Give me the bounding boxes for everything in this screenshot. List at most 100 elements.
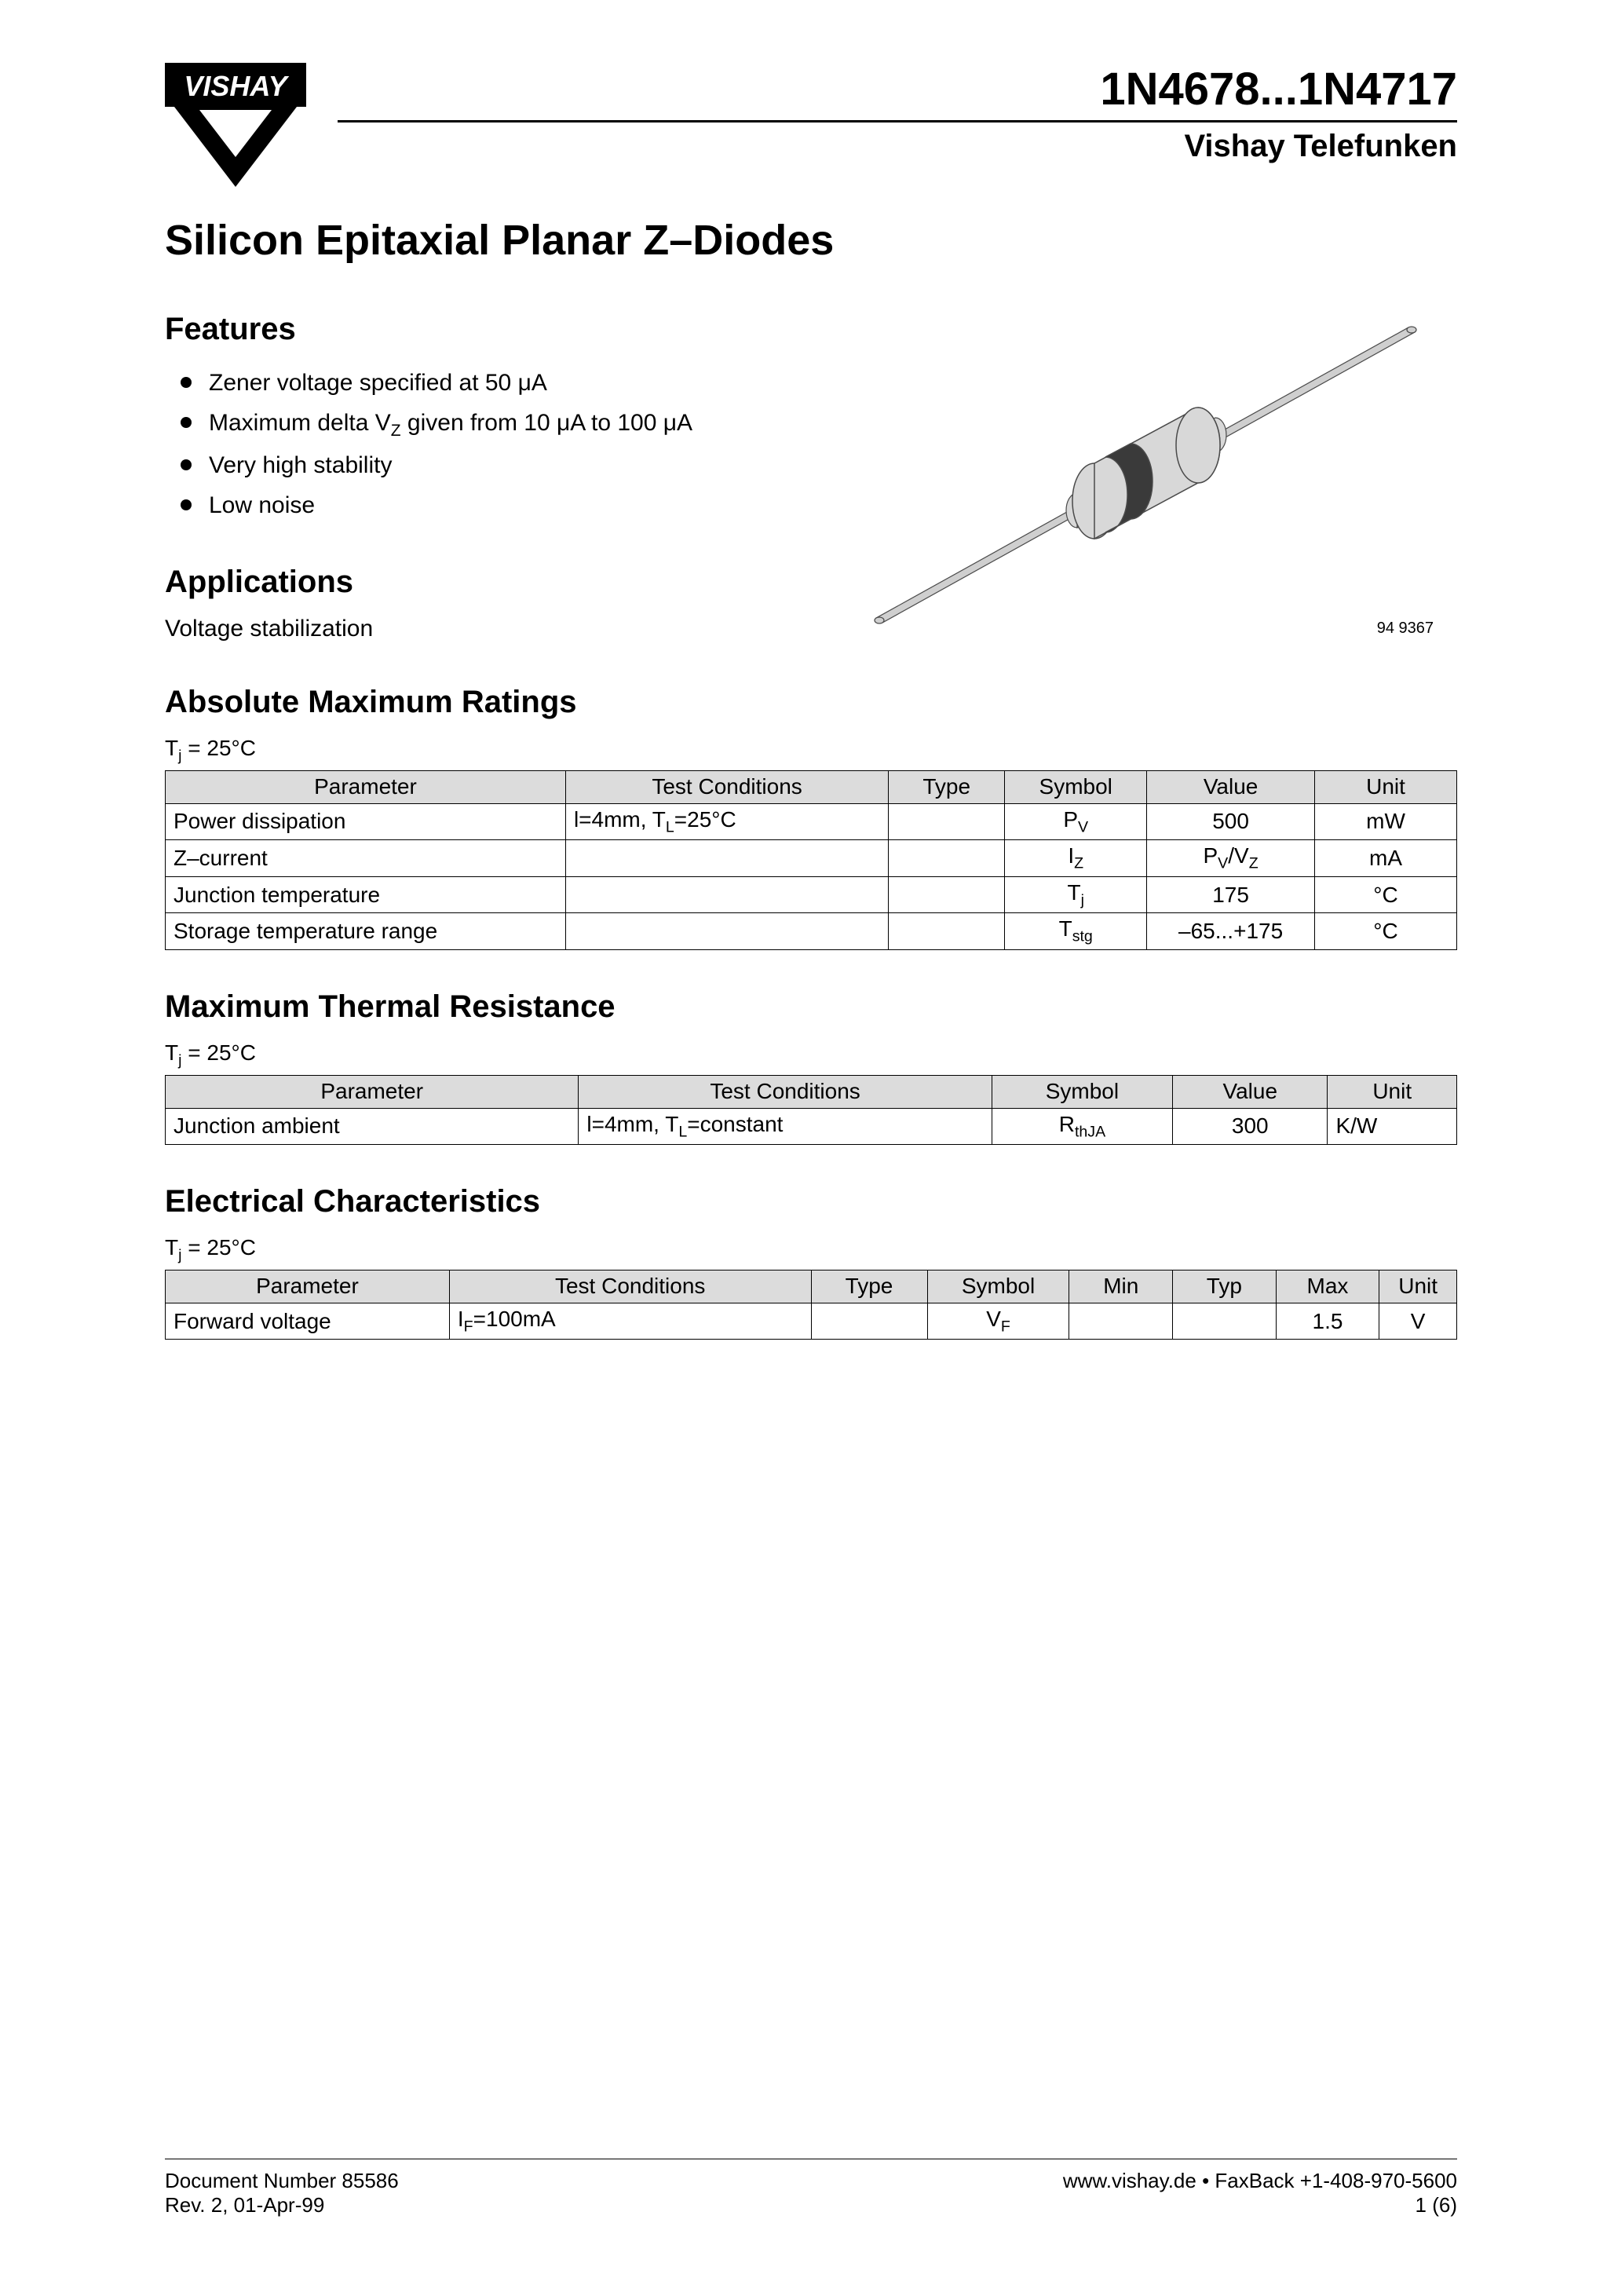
cell: PV [1005,803,1147,840]
col-header: Type [811,1270,927,1303]
features-applications-row: Features Zener voltage specified at 50 μ… [165,312,1457,645]
col-header: Parameter [166,770,566,803]
table-row: Z–current IZ PV/VZ mA [166,840,1457,877]
cell: °C [1315,913,1457,950]
cell: 300 [1173,1108,1328,1145]
col-header: Symbol [992,1075,1172,1108]
feature-text: Zener voltage specified at 50 μA [209,370,547,396]
diode-icon [845,312,1441,642]
cell: Tstg [1005,913,1147,950]
col-header: Value [1147,770,1315,803]
page-title: Silicon Epitaxial Planar Z–Diodes [165,216,1457,265]
features-heading: Features [165,312,813,347]
table-row: Power dissipation l=4mm, TL=25°C PV 500 … [166,803,1457,840]
cell: l=4mm, TL=25°C [565,803,888,840]
col-header: Symbol [927,1270,1069,1303]
cell: PV/VZ [1147,840,1315,877]
cell: Power dissipation [166,803,566,840]
col-header: Value [1173,1075,1328,1108]
elec-heading: Electrical Characteristics [165,1184,1457,1219]
cell: IZ [1005,840,1147,877]
cell: –65...+175 [1147,913,1315,950]
cell: Forward voltage [166,1303,450,1340]
cell [565,876,888,913]
col-header: Unit [1328,1075,1457,1108]
part-number: 1N4678...1N4717 [338,63,1457,122]
cell: V [1379,1303,1457,1340]
abs-max-condition: Tj = 25°C [165,736,1457,766]
feature-item: Maximum delta VZ given from 10 μA to 100… [181,403,813,445]
cell: Z–current [166,840,566,877]
table-header-row: Parameter Test Conditions Type Symbol Mi… [166,1270,1457,1303]
table-row: Junction ambient l=4mm, TL=constant RthJ… [166,1108,1457,1145]
col-header: Max [1276,1270,1379,1303]
col-header: Unit [1315,770,1457,803]
elec-table: Parameter Test Conditions Type Symbol Mi… [165,1270,1457,1340]
col-header: Unit [1379,1270,1457,1303]
footer-left: Document Number 85586 Rev. 2, 01-Apr-99 [165,2169,399,2217]
applications-text: Voltage stabilization [165,616,813,642]
thermal-heading: Maximum Thermal Resistance [165,989,1457,1025]
col-header: Test Conditions [449,1270,811,1303]
brand-line: Vishay Telefunken [338,129,1457,164]
cell: °C [1315,876,1457,913]
col-header: Min [1069,1270,1173,1303]
applications-heading: Applications [165,565,813,600]
features-list: Zener voltage specified at 50 μA Maximum… [165,363,813,525]
page-footer: Document Number 85586 Rev. 2, 01-Apr-99 … [165,2159,1457,2217]
feature-text: Very high stability [209,452,392,478]
cell: 1.5 [1276,1303,1379,1340]
component-image: 94 9367 [845,312,1457,645]
cell: l=4mm, TL=constant [579,1108,992,1145]
table-row: Junction temperature Tj 175 °C [166,876,1457,913]
col-header: Type [889,770,1005,803]
col-header: Test Conditions [579,1075,992,1108]
cell: 500 [1147,803,1315,840]
cell [889,876,1005,913]
thermal-condition: Tj = 25°C [165,1040,1457,1070]
cell: Junction ambient [166,1108,579,1145]
cell: Junction temperature [166,876,566,913]
cell [811,1303,927,1340]
image-caption: 94 9367 [1377,620,1434,638]
header-row: VISHAY 1N4678...1N4717 Vishay Telefunken [165,63,1457,192]
col-header: Typ [1173,1270,1277,1303]
table-header-row: Parameter Test Conditions Type Symbol Va… [166,770,1457,803]
feature-item: Zener voltage specified at 50 μA [181,363,813,403]
cell: 175 [1147,876,1315,913]
col-header: Symbol [1005,770,1147,803]
footer-right: www.vishay.de • FaxBack +1-408-970-5600 … [1063,2169,1457,2217]
feature-item: Very high stability [181,445,813,485]
feature-text: Low noise [209,492,315,518]
col-header: Parameter [166,1075,579,1108]
cell [889,840,1005,877]
cell [889,913,1005,950]
doc-number: Document Number 85586 [165,2169,399,2193]
col-header: Test Conditions [565,770,888,803]
table-row: Forward voltage IF=100mA VF 1.5 V [166,1303,1457,1340]
logo-text: VISHAY [184,70,289,102]
thermal-table: Parameter Test Conditions Symbol Value U… [165,1075,1457,1146]
cell: K/W [1328,1108,1457,1145]
part-block: 1N4678...1N4717 Vishay Telefunken [338,63,1457,164]
cell [565,913,888,950]
cell [565,840,888,877]
cell: RthJA [992,1108,1172,1145]
web-contact: www.vishay.de • FaxBack +1-408-970-5600 [1063,2169,1457,2193]
cell: Tj [1005,876,1147,913]
abs-max-table: Parameter Test Conditions Type Symbol Va… [165,770,1457,950]
rev-date: Rev. 2, 01-Apr-99 [165,2193,399,2217]
table-row: Storage temperature range Tstg –65...+17… [166,913,1457,950]
cell: mW [1315,803,1457,840]
cell [889,803,1005,840]
feature-text: Maximum delta VZ given from 10 μA to 100… [209,410,692,436]
cell: VF [927,1303,1069,1340]
elec-condition: Tj = 25°C [165,1235,1457,1265]
cell: IF=100mA [449,1303,811,1340]
cell: Storage temperature range [166,913,566,950]
cell: mA [1315,840,1457,877]
feature-item: Low noise [181,485,813,525]
col-header: Parameter [166,1270,450,1303]
page-number: 1 (6) [1063,2193,1457,2217]
cell [1069,1303,1173,1340]
